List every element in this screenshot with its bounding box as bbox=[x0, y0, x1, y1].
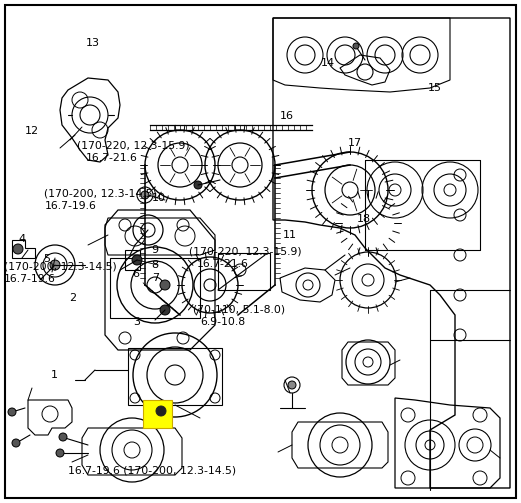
Circle shape bbox=[194, 181, 202, 189]
Text: 12: 12 bbox=[25, 126, 39, 136]
Text: 18: 18 bbox=[357, 214, 371, 224]
Text: (170-220, 12.3-15.9): (170-220, 12.3-15.9) bbox=[189, 246, 302, 257]
Text: (170-200, 12.3-14.5): (170-200, 12.3-14.5) bbox=[4, 262, 117, 272]
Text: 16.7-21.6: 16.7-21.6 bbox=[86, 153, 138, 163]
Bar bbox=[125, 250, 140, 270]
Text: 11: 11 bbox=[282, 230, 296, 240]
Circle shape bbox=[13, 244, 23, 254]
Text: 16.7-19.6 (170-200, 12.3-14.5): 16.7-19.6 (170-200, 12.3-14.5) bbox=[68, 465, 236, 475]
Text: 14: 14 bbox=[320, 58, 334, 68]
Text: 10: 10 bbox=[152, 193, 166, 203]
Circle shape bbox=[59, 433, 67, 441]
Text: (170-200, 12.3-14.5): (170-200, 12.3-14.5) bbox=[44, 189, 157, 199]
Circle shape bbox=[12, 439, 20, 447]
Text: 16.7-19.6: 16.7-19.6 bbox=[4, 274, 56, 284]
Text: 1: 1 bbox=[51, 370, 58, 380]
Text: 15: 15 bbox=[428, 83, 442, 93]
Text: 16.7-21.6: 16.7-21.6 bbox=[197, 259, 249, 269]
Text: 17: 17 bbox=[348, 138, 362, 148]
Text: 7: 7 bbox=[152, 273, 159, 283]
Text: 16: 16 bbox=[280, 111, 294, 121]
Circle shape bbox=[288, 381, 296, 389]
Text: 5: 5 bbox=[43, 254, 49, 264]
Circle shape bbox=[160, 280, 170, 290]
Bar bbox=[143, 400, 172, 428]
Text: 6.9-10.8: 6.9-10.8 bbox=[201, 317, 246, 327]
Circle shape bbox=[141, 191, 149, 199]
Text: 9: 9 bbox=[152, 245, 159, 256]
Text: (70-110, 5.1-8.0): (70-110, 5.1-8.0) bbox=[193, 304, 285, 314]
Text: (170-220, 12.3-15.9): (170-220, 12.3-15.9) bbox=[77, 141, 190, 151]
Circle shape bbox=[8, 408, 16, 416]
Text: 2: 2 bbox=[69, 293, 77, 303]
Text: 13: 13 bbox=[86, 38, 100, 48]
Circle shape bbox=[160, 305, 170, 315]
Text: 16.7-19.6: 16.7-19.6 bbox=[44, 201, 96, 211]
Text: 8: 8 bbox=[152, 260, 159, 270]
Circle shape bbox=[353, 43, 359, 49]
Text: 6: 6 bbox=[132, 269, 139, 279]
Circle shape bbox=[50, 260, 60, 270]
Circle shape bbox=[156, 406, 166, 416]
Circle shape bbox=[56, 449, 64, 457]
Circle shape bbox=[132, 255, 142, 265]
Text: 4: 4 bbox=[19, 234, 26, 244]
Text: 3: 3 bbox=[133, 317, 140, 327]
